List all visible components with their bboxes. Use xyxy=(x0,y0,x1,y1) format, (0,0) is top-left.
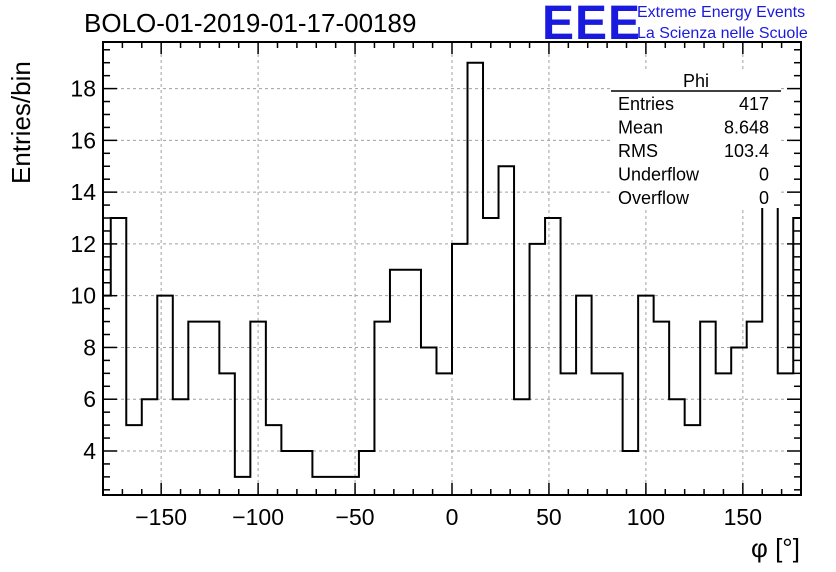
x-tick-label: 100 xyxy=(627,504,665,530)
y-tick-labels: 4 6 8 10 12 14 16 18 xyxy=(70,76,96,464)
y-tick-label: 10 xyxy=(70,283,96,309)
stats-value-mean: 8.648 xyxy=(724,118,769,138)
x-tick-label: −50 xyxy=(336,504,375,530)
stats-label-overflow: Overflow xyxy=(618,188,690,208)
y-tick-label: 6 xyxy=(83,386,96,412)
y-tick-label: 12 xyxy=(70,231,96,257)
stats-box: Phi Entries 417 Mean 8.648 RMS 103.4 Underflow 0… xyxy=(611,71,781,208)
stats-label-mean: Mean xyxy=(618,118,663,138)
x-tick-label: 0 xyxy=(446,504,459,530)
stats-box-bg xyxy=(611,72,781,208)
eee-logo: EEE xyxy=(542,0,642,50)
stats-value-underflow: 0 xyxy=(759,165,769,185)
logo-line-2: La Scienza nelle Scuole xyxy=(637,25,808,42)
y-tick-label: 16 xyxy=(70,127,96,153)
x-tick-labels: −150 −100 −50 0 50 100 150 xyxy=(135,504,762,530)
x-tick-label: 50 xyxy=(536,504,562,530)
x-tick-label: 150 xyxy=(724,504,762,530)
x-tick-label: −150 xyxy=(135,504,187,530)
stats-label-rms: RMS xyxy=(618,141,658,161)
stats-value-overflow: 0 xyxy=(759,188,769,208)
histogram-line xyxy=(103,61,801,478)
y-tick-label: 4 xyxy=(83,438,96,464)
stats-label-underflow: Underflow xyxy=(618,165,700,185)
y-tick-label: 14 xyxy=(70,179,96,205)
stats-label-entries: Entries xyxy=(618,94,674,114)
stats-value-rms: 103.4 xyxy=(724,141,769,161)
y-tick-label: 8 xyxy=(83,334,96,360)
y-axis-label: Entries/bin xyxy=(6,61,36,184)
y-tick-label: 18 xyxy=(70,76,96,102)
x-tick-label: −100 xyxy=(232,504,284,530)
stats-box-name: Phi xyxy=(683,71,709,91)
logo-line-1: Extreme Energy Events xyxy=(637,4,806,21)
stats-value-entries: 417 xyxy=(739,94,769,114)
chart-title: BOLO-01-2019-01-17-00189 xyxy=(84,8,417,38)
x-axis-label: φ [°] xyxy=(751,533,800,563)
histogram-series xyxy=(103,61,801,478)
